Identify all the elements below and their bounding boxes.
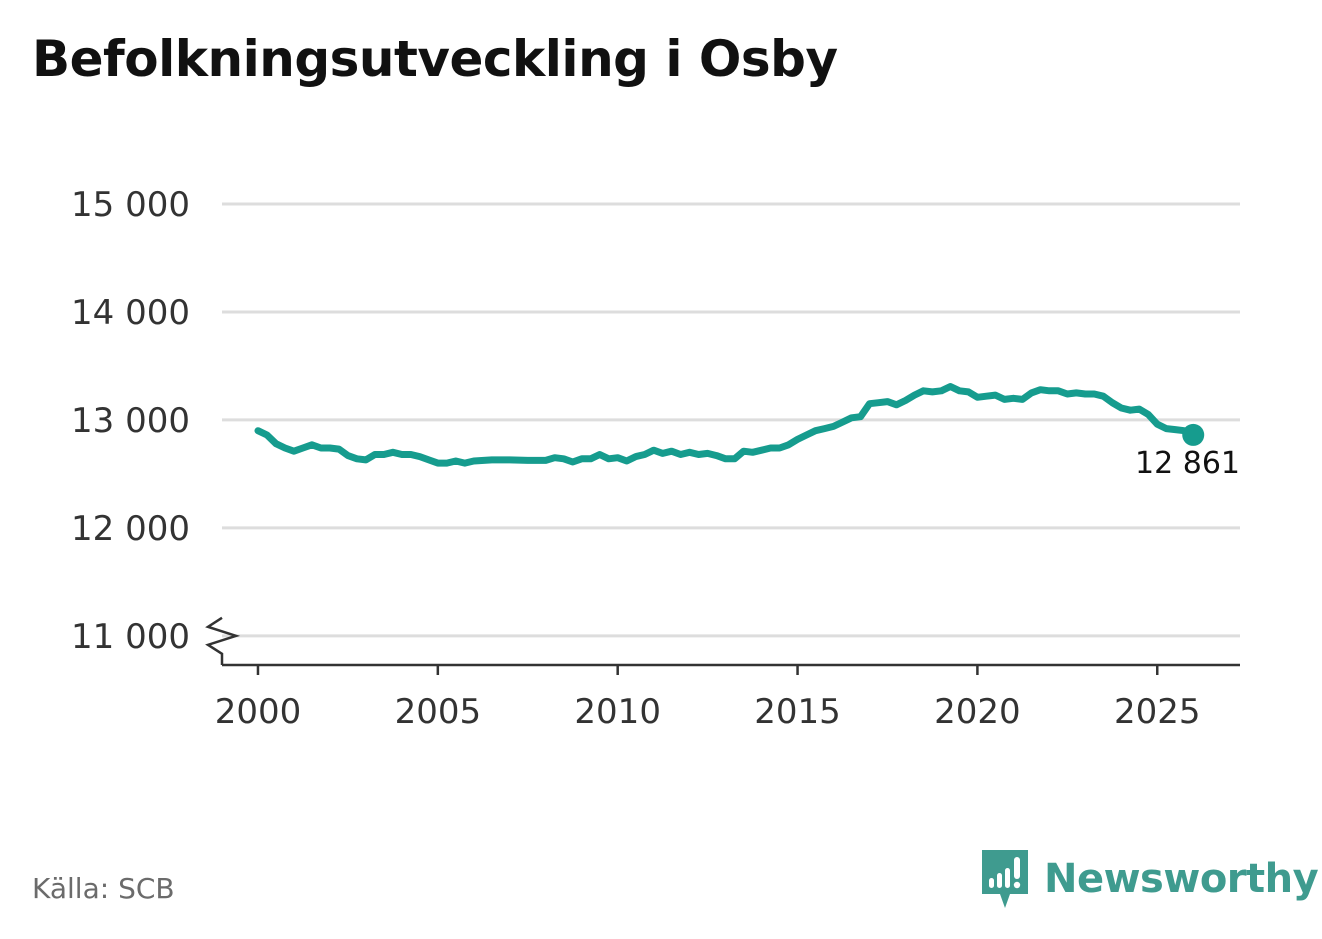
brand-logo[interactable]: Newsworthy xyxy=(980,848,1319,910)
grid-lines xyxy=(222,202,1240,638)
y-tick-label-14000: 14 000 xyxy=(71,293,190,333)
last-value-point xyxy=(1182,423,1205,446)
x-tick-label-2005: 2005 xyxy=(395,692,482,732)
last-value-label: 12 861 xyxy=(1135,446,1240,481)
x-tick-label-2025: 2025 xyxy=(1114,692,1201,732)
source-label: Källa: SCB xyxy=(32,872,175,905)
x-tick-label-2000: 2000 xyxy=(215,692,302,732)
axis-break-marker xyxy=(205,616,241,665)
x-tick-label-2010: 2010 xyxy=(574,692,661,732)
population-series-line xyxy=(254,383,1197,467)
x-tick-label-2020: 2020 xyxy=(934,692,1021,732)
brand-name: Newsworthy xyxy=(1044,856,1319,902)
y-tick-label-12000: 12 000 xyxy=(71,509,190,549)
x-axis xyxy=(205,616,1240,675)
series-layer: 12 861 xyxy=(254,383,1240,481)
x-axis-labels: 2000 2005 2010 2015 2020 2025 xyxy=(215,692,1201,732)
chart-title: Befolkningsutveckling i Osby xyxy=(32,30,838,88)
y-tick-label-11000: 11 000 xyxy=(71,617,190,657)
y-tick-label-13000: 13 000 xyxy=(71,401,190,441)
newsworthy-logo-icon xyxy=(982,850,1028,908)
x-tick-label-2015: 2015 xyxy=(754,692,841,732)
y-tick-label-15000: 15 000 xyxy=(71,185,190,225)
y-axis-labels: 11 000 12 000 13 000 14 000 15 000 xyxy=(71,185,190,657)
